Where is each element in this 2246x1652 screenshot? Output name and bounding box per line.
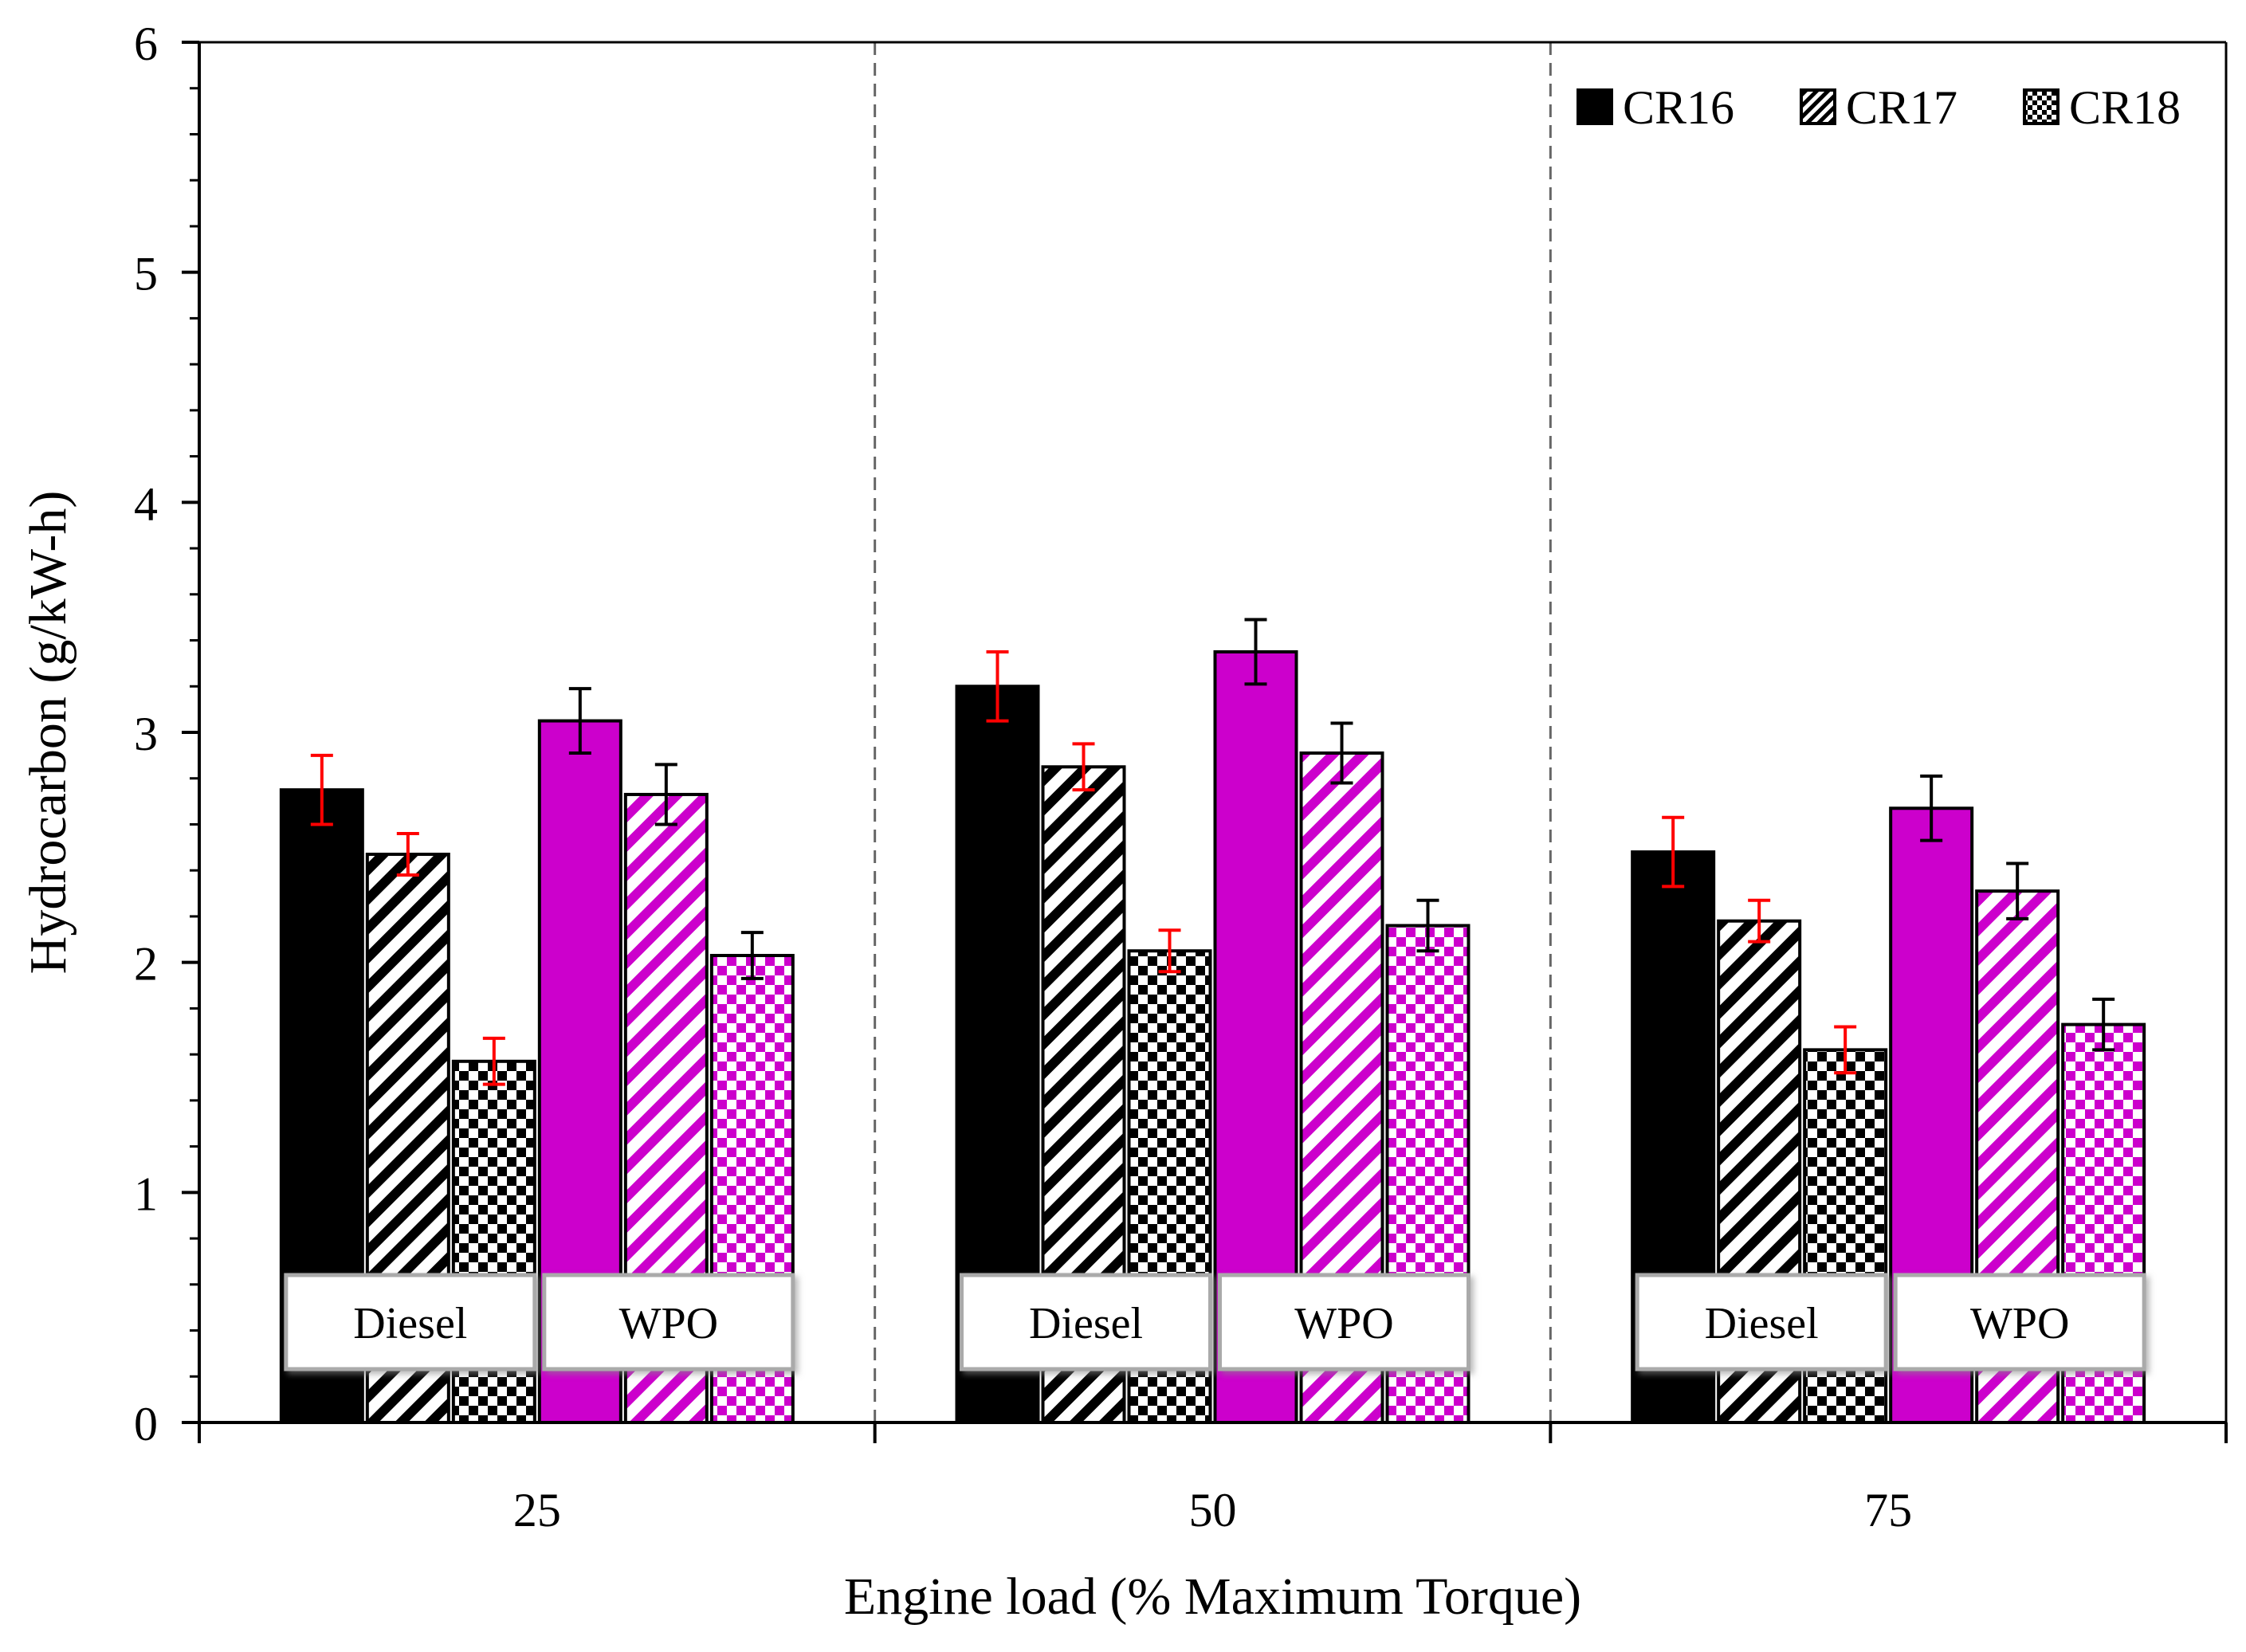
legend-item-cr18: CR18	[2023, 81, 2181, 134]
y-tick-label: 4	[134, 477, 158, 530]
error-bar	[740, 931, 764, 980]
error-bar	[1072, 742, 1095, 792]
svg-text:CR16: CR16	[1623, 81, 1734, 134]
legend-item-cr16: CR16	[1577, 81, 1734, 134]
y-tick-label: 2	[134, 938, 158, 991]
error-bar	[568, 687, 591, 755]
legend-item-cr17: CR17	[1800, 81, 1957, 134]
fuel-label-diesel: Diesel	[960, 1273, 1212, 1371]
svg-text:WPO: WPO	[1294, 1299, 1393, 1348]
svg-text:CR17: CR17	[1846, 81, 1957, 134]
fuel-label-wpo: WPO	[542, 1273, 795, 1371]
error-bar	[1158, 928, 1181, 974]
svg-text:WPO: WPO	[1970, 1299, 2069, 1348]
svg-text:WPO: WPO	[619, 1299, 718, 1348]
y-tick-label: 0	[134, 1398, 158, 1450]
error-bar	[1330, 721, 1353, 785]
error-bar	[2006, 861, 2029, 920]
y-tick-label: 1	[134, 1167, 158, 1220]
fuel-label-wpo: WPO	[1893, 1273, 2146, 1371]
error-bar	[986, 649, 1009, 723]
y-tick-label: 6	[134, 18, 158, 70]
fuel-label-wpo: WPO	[1218, 1273, 1471, 1371]
y-tick-label: 5	[134, 248, 158, 300]
x-tick-label: 25	[513, 1484, 561, 1536]
error-bar	[654, 763, 677, 826]
error-bar	[1748, 898, 1771, 944]
error-bar	[482, 1036, 505, 1086]
error-bar	[1416, 898, 1439, 953]
error-bar	[2092, 997, 2115, 1052]
svg-text:Diesel: Diesel	[353, 1299, 467, 1348]
svg-text:Diesel: Diesel	[1705, 1299, 1819, 1348]
x-axis-title: Engine load (% Maximum Torque)	[844, 1568, 1581, 1626]
y-axis-title: Hydrocarbon (g/kW-h)	[19, 491, 77, 975]
error-bar	[310, 753, 333, 826]
x-tick-label: 50	[1189, 1484, 1237, 1536]
svg-text:CR18: CR18	[2069, 81, 2181, 134]
error-bar	[1662, 815, 1685, 889]
error-bar	[1244, 618, 1267, 686]
x-tick-label: 75	[1864, 1484, 1912, 1536]
error-bar	[1920, 774, 1943, 842]
error-bar	[1834, 1025, 1857, 1075]
svg-text:Diesel: Diesel	[1029, 1299, 1143, 1348]
y-tick-label: 3	[134, 708, 158, 760]
error-bar	[396, 832, 419, 877]
fuel-label-diesel: Diesel	[284, 1273, 537, 1371]
fuel-label-diesel: Diesel	[1635, 1273, 1888, 1371]
